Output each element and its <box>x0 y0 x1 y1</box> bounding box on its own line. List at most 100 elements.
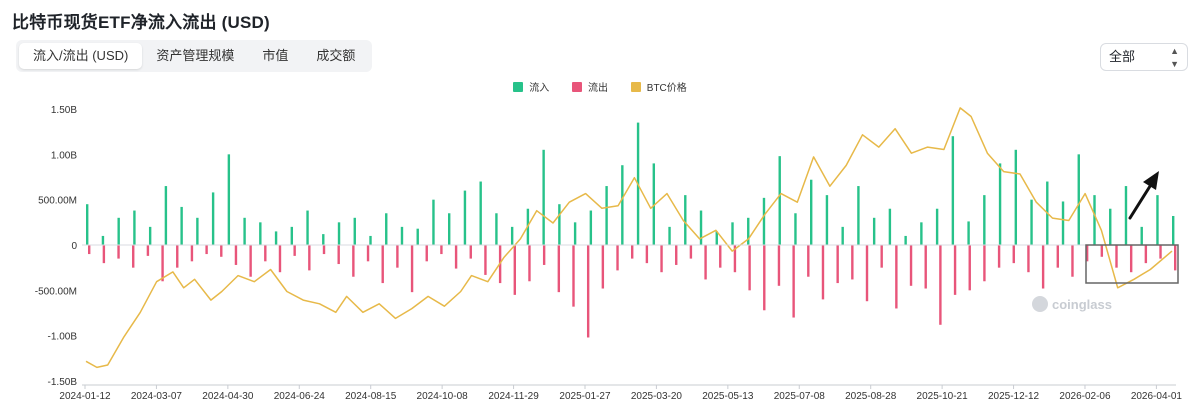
x-tick-label-3: 2024-06-24 <box>274 391 326 402</box>
inflow-bar <box>542 149 545 245</box>
x-tick-label-14: 2026-02-06 <box>1059 391 1111 402</box>
inflow-bar <box>133 210 136 245</box>
btc-price-line <box>85 107 1173 369</box>
outflow-bar <box>322 245 326 255</box>
legend-item-btc-price[interactable]: BTC价格 <box>630 79 687 94</box>
inflow-bar <box>1093 195 1096 245</box>
page-title: 比特币现货ETF净流入流出 (USD) <box>12 13 270 32</box>
annotations-layer <box>1085 171 1179 284</box>
y-tick-label-0: 1.50B <box>51 105 77 116</box>
tab-aum[interactable]: 资产管理规模 <box>156 48 235 63</box>
range-select[interactable]: 全部 ▲ ▼ <box>1100 43 1188 71</box>
x-tick-label-2: 2024-04-30 <box>202 391 254 402</box>
outflow-bar <box>733 245 737 273</box>
inflow-bar <box>227 154 231 245</box>
inflow-bar <box>211 192 215 245</box>
inflow-bar <box>479 181 482 245</box>
outflow-bar <box>410 245 414 293</box>
y-tick-label-3: 0 <box>71 241 77 252</box>
inflow-bar <box>180 206 183 245</box>
tab-inflow-outflow[interactable]: 流入/流出 (USD) <box>19 43 143 69</box>
outflow-bar <box>792 245 795 318</box>
highlight-box <box>1085 244 1179 284</box>
inflow-bar <box>652 163 656 245</box>
inflow-bar <box>904 235 907 245</box>
y-tick-label-4: -500.00M <box>35 286 77 297</box>
inflow-bar <box>699 210 703 245</box>
outflow-bar <box>176 245 179 268</box>
outflow-bar <box>689 245 693 259</box>
outflow-bar <box>997 245 1001 268</box>
outflow-bar <box>865 245 869 302</box>
inflow-bar <box>148 226 152 245</box>
bars-layer <box>86 122 1177 338</box>
chart-legend: 流入 流出 BTC价格 <box>0 79 1200 95</box>
inflow-bar <box>448 213 451 245</box>
inflow-bar <box>983 195 986 245</box>
outflow-bar <box>102 245 106 264</box>
outflow-bar <box>190 245 194 262</box>
legend-swatch-btc-price <box>630 81 641 92</box>
outflow-bar <box>1174 245 1177 271</box>
inflow-bar <box>967 221 970 245</box>
inflow-bar <box>1014 149 1018 245</box>
inflow-bar <box>668 226 671 245</box>
outflow-bar <box>895 245 898 309</box>
outflow-bar <box>1056 245 1059 268</box>
y-tick-label-1: 1.00B <box>51 150 77 161</box>
outflow-bar <box>88 245 91 255</box>
inflow-bar <box>1077 154 1080 245</box>
inflow-bar <box>463 190 467 245</box>
x-tick-label-12: 2025-10-21 <box>917 391 969 402</box>
inflow-bar <box>747 217 750 245</box>
inflow-bar <box>825 195 829 245</box>
outflow-bar <box>821 245 825 300</box>
inflow-bar <box>495 213 498 245</box>
outflow-bar <box>542 245 546 265</box>
inflow-bar <box>810 179 813 245</box>
inflow-bar <box>1124 186 1128 245</box>
x-tick-label-1: 2024-03-07 <box>131 391 183 402</box>
outflow-bar <box>278 245 282 273</box>
outflow-bar <box>983 245 986 282</box>
inflow-bar <box>1061 201 1065 245</box>
x-tick-label-6: 2024-11-29 <box>488 391 539 402</box>
outflow-bar <box>777 245 781 286</box>
inflow-bar <box>794 213 797 245</box>
inflow-bar <box>605 186 608 245</box>
inflow-bar <box>998 163 1002 245</box>
outflow-bar <box>953 245 957 295</box>
outflow-bar <box>308 245 311 271</box>
outflow-bar <box>1144 245 1148 264</box>
inflow-bar <box>1156 195 1159 245</box>
legend-item-outflow[interactable]: 流出 <box>572 79 608 94</box>
legend-item-inflow[interactable]: 流入 <box>513 79 549 94</box>
inflow-bar <box>306 210 309 245</box>
outflow-bar <box>1041 245 1045 289</box>
outflow-bar <box>909 245 913 286</box>
outflow-bar <box>748 245 751 291</box>
inflow-bar <box>684 195 687 245</box>
inflow-bar <box>164 186 168 245</box>
x-tick-label-8: 2025-03-20 <box>631 391 683 402</box>
outflow-bar <box>528 245 531 282</box>
y-tick-label-2: 500.00M <box>38 196 77 207</box>
x-tick-label-11: 2025-08-28 <box>845 391 897 402</box>
x-tick-label-7: 2025-01-27 <box>559 391 611 402</box>
outflow-bar <box>293 245 296 256</box>
x-tick-label-15: 2026-04-01 <box>1131 391 1183 402</box>
tab-volume[interactable]: 成交额 <box>316 48 356 63</box>
outflow-bar <box>1071 245 1074 277</box>
inflow-bar <box>432 199 435 245</box>
outflow-bar <box>469 245 472 259</box>
tab-market-cap[interactable]: 市值 <box>262 48 289 63</box>
inflow-bar <box>274 231 278 245</box>
legend-swatch-inflow <box>513 81 524 92</box>
outflow-bar <box>513 245 516 295</box>
inflow-bar <box>1172 215 1175 245</box>
inflow-bar <box>400 226 404 245</box>
outflow-bar <box>924 245 927 289</box>
inflow-bar <box>117 217 120 245</box>
inflow-bar <box>510 226 514 245</box>
